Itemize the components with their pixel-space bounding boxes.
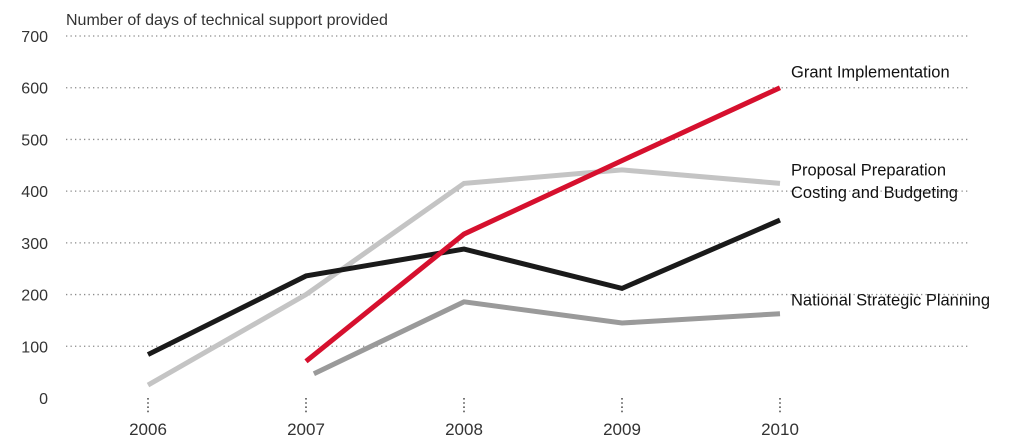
- y-tick-label-300: 300: [21, 236, 48, 253]
- chart-title: Number of days of technical support prov…: [66, 12, 388, 29]
- series-label-costing-and-budgeting: Costing and Budgeting: [791, 184, 958, 202]
- y-axis-labels: 0 100 200 300 400 500 600 700: [21, 29, 48, 408]
- series-label-proposal-preparation: Proposal Preparation: [791, 161, 946, 179]
- series-line-proposal-preparation: [146, 167, 781, 388]
- y-tick-label-700: 700: [21, 29, 48, 46]
- x-axis-labels: 2006 2007 2008 2009 2010: [129, 420, 799, 439]
- y-tick-label-400: 400: [21, 184, 48, 201]
- series-label-national-strategic-planning: National Strategic Planning: [791, 292, 990, 310]
- y-tick-label-200: 200: [21, 288, 48, 305]
- series-label-grant-implementation: Grant Implementation: [791, 64, 950, 82]
- x-tick-label-2009: 2009: [603, 420, 641, 439]
- x-axis-ticks: [147, 398, 781, 413]
- series-line-national-strategic-planning: [312, 299, 781, 376]
- y-tick-label-600: 600: [21, 81, 48, 98]
- series-line-costing-and-budgeting: [146, 217, 781, 357]
- x-tick-label-2008: 2008: [445, 420, 483, 439]
- x-tick-label-2010: 2010: [761, 420, 799, 439]
- x-tick-label-2007: 2007: [287, 420, 325, 439]
- y-tick-label-0: 0: [39, 391, 48, 408]
- y-tick-label-500: 500: [21, 132, 48, 149]
- series-line-grant-implementation: [304, 85, 782, 364]
- series-labels: National Strategic Planning Proposal Prep…: [791, 64, 990, 310]
- y-tick-label-100: 100: [21, 339, 48, 356]
- gridlines: [66, 35, 968, 347]
- x-tick-label-2006: 2006: [129, 420, 167, 439]
- series-lines: [146, 85, 782, 388]
